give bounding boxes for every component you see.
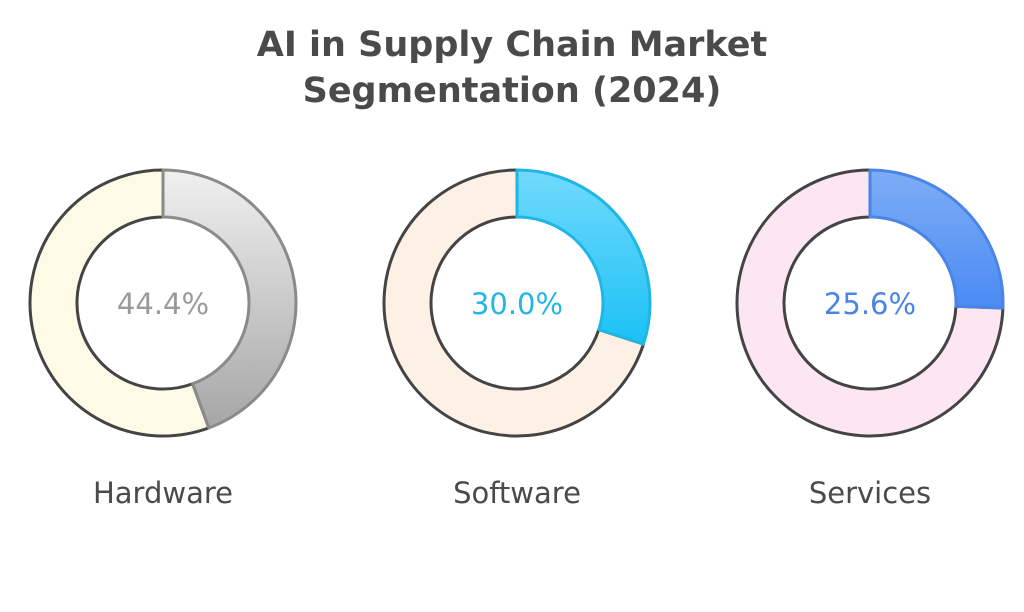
donut-software: 30.0% Software bbox=[382, 168, 652, 510]
title-line-2: Segmentation (2024) bbox=[302, 71, 722, 111]
donut-remainder-arc bbox=[28, 168, 211, 438]
donut-category-label: Services bbox=[809, 476, 931, 510]
donut-value-label: 25.6% bbox=[824, 287, 916, 321]
donut-category-label: Software bbox=[453, 476, 581, 510]
donut-value-label: 30.0% bbox=[471, 287, 563, 321]
donut-value-arc bbox=[868, 168, 1005, 310]
donut-value-arc bbox=[161, 168, 298, 430]
chart-title: AI in Supply Chain Market Segmentation (… bbox=[0, 22, 1024, 114]
donut-value-arc bbox=[515, 168, 652, 346]
donut-services: 25.6% Services bbox=[735, 168, 1005, 510]
title-line-1: AI in Supply Chain Market bbox=[256, 25, 768, 65]
donut-remainder-arc bbox=[382, 168, 645, 438]
donut-remainder-arc bbox=[735, 168, 1005, 438]
donut-category-label: Hardware bbox=[93, 476, 233, 510]
donut-hardware: 44.4% Hardware bbox=[28, 168, 298, 510]
donut-value-label: 44.4% bbox=[117, 287, 209, 321]
